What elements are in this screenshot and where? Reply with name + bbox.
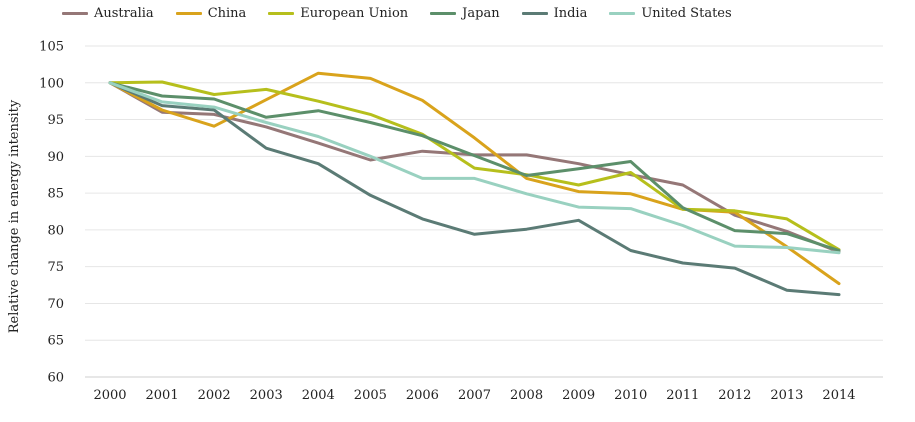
x-tick-label: 2014 <box>822 388 855 403</box>
y-tick-label: 70 <box>47 297 64 312</box>
legend-item: European Union <box>268 6 408 21</box>
x-tick-label: 2004 <box>302 388 335 403</box>
x-tick-label: 2003 <box>250 388 283 403</box>
x-axis-ticks: 2000 2001 2002 2003 2004 2005 2006 2007 2008 2009… <box>93 388 855 403</box>
x-tick-label: 2009 <box>562 388 595 403</box>
x-tick-label: 2011 <box>666 388 699 403</box>
y-tick-label: 95 <box>47 113 64 128</box>
x-tick-label: 2001 <box>146 388 179 403</box>
y-tick-label: 60 <box>47 371 64 386</box>
legend: Australia China European Union Japan India Un… <box>62 6 754 21</box>
series-line-united-states <box>108 81 841 255</box>
y-axis-ticks: 60 65 70 75 80 85 90 95 100 105 <box>39 40 64 386</box>
legend-swatch <box>609 12 636 15</box>
legend-swatch <box>62 12 88 15</box>
y-tick-label: 105 <box>39 40 64 55</box>
y-axis-title: Relative change in energy intensity <box>7 99 22 333</box>
x-tick-label: 2006 <box>406 388 439 403</box>
x-tick-label: 2005 <box>354 388 387 403</box>
x-tick-label: 2010 <box>614 388 647 403</box>
y-tick-label: 85 <box>47 187 64 202</box>
legend-swatch <box>521 12 548 15</box>
legend-swatch <box>430 12 457 15</box>
legend-label: Australia <box>94 6 154 21</box>
x-tick-label: 2008 <box>510 388 543 403</box>
series-line-india <box>108 81 841 297</box>
legend-item: United States <box>609 6 732 21</box>
legend-item: China <box>175 6 247 21</box>
gridlines <box>85 45 883 378</box>
y-tick-label: 100 <box>39 76 64 91</box>
x-tick-label: 2000 <box>93 388 126 403</box>
y-tick-label: 75 <box>47 260 64 275</box>
legend-item: Australia <box>62 6 154 21</box>
legend-label: European Union <box>300 6 409 21</box>
x-tick-label: 2007 <box>458 388 491 403</box>
x-tick-label: 2002 <box>198 388 231 403</box>
legend-swatch <box>175 12 202 15</box>
y-tick-label: 90 <box>47 150 64 165</box>
series-lines <box>108 71 841 297</box>
legend-item: India <box>521 6 588 21</box>
legend-label: China <box>207 6 247 21</box>
legend-swatch <box>268 12 295 15</box>
legend-item: Japan <box>430 6 500 21</box>
legend-label: United States <box>641 6 732 21</box>
legend-label: Japan <box>462 6 500 21</box>
x-tick-label: 2012 <box>718 388 751 403</box>
x-tick-label: 2013 <box>770 388 803 403</box>
series-line-european-union <box>108 80 841 252</box>
y-tick-label: 65 <box>47 334 64 349</box>
legend-label: India <box>553 6 588 21</box>
y-tick-label: 80 <box>47 223 64 238</box>
series-line-japan <box>108 81 841 252</box>
